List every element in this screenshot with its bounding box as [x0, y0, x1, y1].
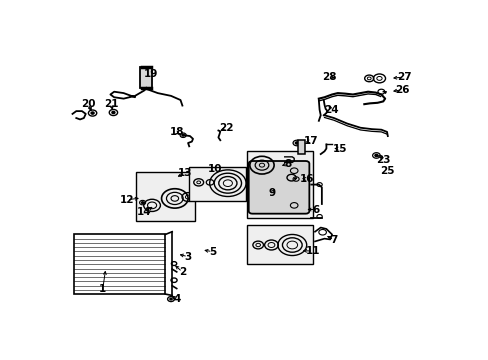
Text: 10: 10 [207, 164, 222, 174]
Text: 12: 12 [119, 195, 134, 205]
Text: 15: 15 [332, 144, 346, 153]
Text: 28: 28 [322, 72, 336, 82]
Text: 26: 26 [394, 85, 408, 95]
Text: 19: 19 [144, 69, 158, 79]
Bar [140, 67, 152, 87]
Text: 14: 14 [136, 207, 151, 217]
Text: 22: 22 [218, 123, 233, 133]
Circle shape [295, 142, 298, 144]
Text: 21: 21 [103, 99, 118, 109]
Text: 7: 7 [329, 235, 337, 245]
Text: 3: 3 [184, 252, 191, 262]
Circle shape [112, 111, 115, 114]
Bar [136, 172, 195, 221]
Text: 6: 6 [311, 204, 319, 215]
Circle shape [182, 134, 184, 136]
Text: 18: 18 [169, 127, 183, 138]
Circle shape [91, 112, 94, 114]
Text: 11: 11 [305, 246, 320, 256]
Text: 2: 2 [179, 267, 185, 277]
Text: 24: 24 [324, 105, 338, 115]
Circle shape [169, 298, 172, 300]
Bar [298, 140, 305, 154]
Bar [246, 225, 312, 264]
Text: 9: 9 [268, 188, 275, 198]
Circle shape [374, 154, 377, 157]
Circle shape [141, 202, 143, 203]
Bar [246, 151, 312, 218]
Text: 20: 20 [81, 99, 96, 109]
Text: 23: 23 [375, 155, 390, 165]
Text: 8: 8 [284, 159, 291, 169]
Bar [189, 167, 245, 201]
Text: 17: 17 [304, 136, 318, 146]
Text: 4: 4 [173, 294, 180, 304]
Text: 25: 25 [380, 166, 394, 176]
FancyBboxPatch shape [248, 161, 309, 214]
Text: 16: 16 [299, 174, 313, 184]
Text: 5: 5 [209, 247, 216, 257]
Bar [74, 234, 165, 294]
Text: 27: 27 [396, 72, 410, 82]
Text: 1: 1 [99, 284, 106, 293]
Text: 13: 13 [178, 168, 192, 179]
